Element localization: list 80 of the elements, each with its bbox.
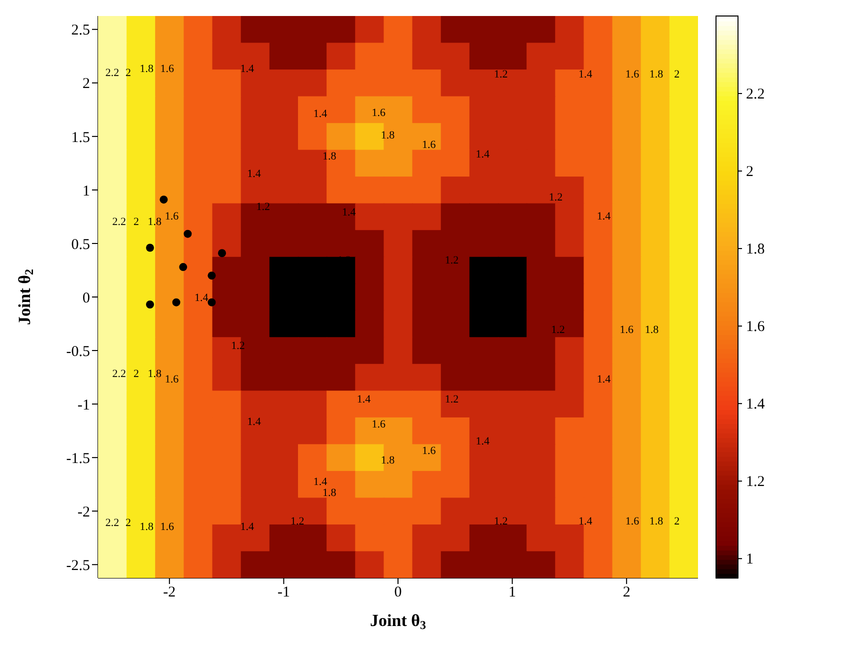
annotation: 1.4 <box>247 416 262 428</box>
x-tick-label: 2 <box>622 584 630 601</box>
x-tick-label: -1 <box>277 584 290 601</box>
annotation: 2.2 <box>112 368 126 380</box>
x-axis-title: Joint θ$_{3}$ <box>370 611 426 632</box>
annotation: 1.2 <box>231 340 245 352</box>
y-tick-label: 1 <box>82 183 90 200</box>
annotation: 2.2 <box>105 516 120 529</box>
annotation: 1.8 <box>148 368 162 380</box>
annotation: 1.8 <box>649 68 664 80</box>
annotation: 1.8 <box>148 216 162 228</box>
annotation: 1.6 <box>620 324 634 336</box>
annotation: 1.6 <box>160 521 175 534</box>
x-tick-label: 0 <box>394 584 402 601</box>
annotation: 1.8 <box>380 129 396 142</box>
x-tick-label: -2 <box>163 584 176 601</box>
annotation: 1.4 <box>578 68 593 80</box>
annotation: 1.4 <box>247 168 262 180</box>
annotation: 1.4 <box>313 108 328 120</box>
annotation: 2.2 <box>112 216 126 228</box>
annotation: 1.2 <box>548 191 563 204</box>
annotation: 1.6 <box>422 138 436 151</box>
annotation: 1.8 <box>322 150 337 163</box>
annotation: 2 <box>674 68 680 80</box>
color-bar-label: 1 <box>746 552 754 568</box>
annotation: 1.8 <box>644 324 660 336</box>
annotation: 1.6 <box>372 106 386 119</box>
annotation: 1.4 <box>342 206 356 218</box>
y-tick-label: -2 <box>78 504 90 520</box>
annotation: 1.8 <box>649 516 664 528</box>
annotation: 1.8 <box>140 521 154 534</box>
annotation: 1.6 <box>625 68 640 80</box>
annotation: 1.8 <box>380 454 396 467</box>
color-bar-label: 1.8 <box>746 242 765 258</box>
annotation: 1.4 <box>313 476 328 488</box>
annotation: 1.6 <box>625 516 640 528</box>
annotation: 1.4 <box>476 148 490 161</box>
annotation: 1.6 <box>164 210 180 223</box>
annotation: 1.4 <box>578 516 593 528</box>
color-bar-label: 2 <box>746 164 754 180</box>
y-tick-label: -1.5 <box>66 450 90 467</box>
y-tick-label: -2.5 <box>66 558 90 574</box>
y-tick-label: 1.5 <box>71 130 90 146</box>
color-bar-label: 1.2 <box>746 474 765 490</box>
y-tick-label: -0.5 <box>66 344 90 360</box>
annotation: 2 <box>134 368 140 380</box>
y-tick-label: 2.5 <box>71 22 90 39</box>
annotation: 1.2 <box>290 516 304 528</box>
annotation: 1.4 <box>194 292 209 304</box>
annotation: 1.2 <box>551 324 565 336</box>
annotation: 1.2 <box>494 516 508 528</box>
annotation: 1.2 <box>444 394 459 406</box>
annotation: 1.4 <box>476 435 490 448</box>
y-tick-label: 0 <box>82 290 90 306</box>
annotation: 2 <box>126 516 132 529</box>
annotation: 1.6 <box>422 445 436 458</box>
annotation: 1.4 <box>356 394 372 406</box>
annotation: 1.2 <box>494 68 508 80</box>
annotation: 2 <box>674 516 680 528</box>
annotation: 2.2 <box>105 67 120 80</box>
annotation: 1.2 <box>256 201 270 214</box>
annotation: 1.4 <box>596 373 612 386</box>
color-bar-label: 2.2 <box>746 86 765 103</box>
color-bar-label: 1.4 <box>746 396 766 413</box>
color-bar-label: 1.6 <box>746 319 766 336</box>
annotation: 2 <box>134 216 140 228</box>
annotation: 1.2 <box>444 254 459 267</box>
annotation: 1.8 <box>322 486 337 499</box>
x-tick-label: 1 <box>508 584 516 601</box>
annotation: 1.4 <box>596 210 612 223</box>
annotation: 1.6 <box>372 418 386 430</box>
annotation: 1.6 <box>160 62 175 75</box>
y-tick-label: 0.5 <box>71 236 90 253</box>
annotation: 2 <box>126 67 132 80</box>
y-tick-label: 2 <box>82 76 90 92</box>
annotation: 1.8 <box>140 62 154 75</box>
annotation: 1.4 <box>240 62 255 75</box>
annotation: 1.4 <box>240 521 255 534</box>
annotation: 1.6 <box>164 373 180 386</box>
y-tick-label: -1 <box>78 397 90 414</box>
